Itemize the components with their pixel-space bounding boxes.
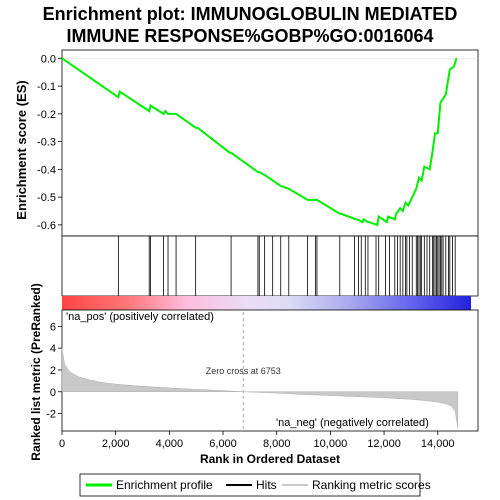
metric-tick-label: -2	[46, 409, 56, 421]
x-axis-label: Rank in Ordered Dataset	[200, 452, 340, 466]
x-tick-label: 10,000	[314, 438, 348, 450]
es-axis-label: Enrichment score (ES)	[14, 80, 29, 219]
es-tick-label: -0.2	[37, 109, 56, 121]
x-tick-label: 12,000	[367, 438, 401, 450]
chart-title-line1: Enrichment plot: IMMUNOGLOBULIN MEDIATED	[43, 4, 458, 24]
es-tick-label: -0.3	[37, 137, 56, 149]
metric-area-group	[61, 348, 459, 429]
es-tick-label: 0.0	[41, 53, 56, 65]
es-tick-label: -0.1	[37, 81, 56, 93]
es-tick-label: -0.6	[37, 220, 56, 232]
es-curve-group	[61, 57, 478, 227]
es-curve	[61, 57, 458, 227]
rank-color-bar	[62, 296, 471, 310]
legend-hits-label: Hits	[256, 478, 277, 492]
legend-es-label: Enrichment profile	[116, 478, 213, 492]
pos-correlated-label: 'na_pos' (positively correlated)	[66, 311, 214, 323]
hits-panel	[61, 235, 479, 297]
x-axis-ticks: 0 2,000 4,000 6,000 8,000 10,000 12,000 14,000	[59, 431, 455, 450]
chart-title-line2: IMMUNE RESPONSE%GOBP%GO:0016064	[66, 26, 433, 46]
metric-axis-ticks: 6 4 2 0 -2	[46, 321, 62, 421]
x-tick-label: 0	[59, 438, 65, 450]
x-tick-label: 2,000	[102, 438, 130, 450]
es-tick-label: -0.5	[37, 192, 56, 204]
es-tick-label: -0.4	[37, 164, 56, 176]
neg-correlated-label: 'na_neg' (negatively correlated)	[276, 417, 429, 429]
metric-tick-label: 0	[50, 387, 56, 399]
x-tick-label: 4,000	[156, 438, 184, 450]
metric-tick-label: 6	[50, 321, 56, 333]
metric-area	[61, 348, 459, 429]
x-tick-label: 8,000	[263, 438, 291, 450]
hits-group	[117, 236, 456, 296]
x-tick-label: 6,000	[209, 438, 237, 450]
es-axis-ticks: 0.0 -0.1 -0.2 -0.3 -0.4 -0.5 -0.6	[37, 53, 62, 232]
es-panel	[61, 49, 479, 237]
zero-cross-label: Zero cross at 6753	[206, 366, 281, 376]
metric-panel	[61, 309, 479, 432]
metric-tick-label: 2	[50, 365, 56, 377]
metric-tick-label: 4	[50, 343, 56, 355]
x-tick-label: 14,000	[421, 438, 455, 450]
metric-axis-label: Ranked list metric (PreRanked)	[29, 283, 43, 460]
legend-metric-label: Ranking metric scores	[312, 478, 431, 492]
